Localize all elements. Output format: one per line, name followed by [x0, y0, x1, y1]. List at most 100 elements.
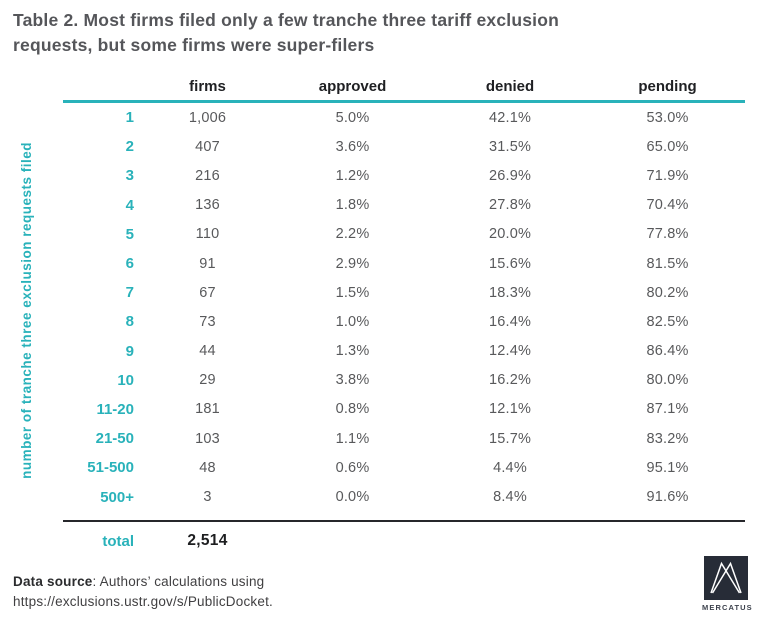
cell-firms: 407 — [195, 138, 220, 155]
table-total-row: total 2,514 — [63, 527, 745, 555]
cell-approved: 0.0% — [335, 489, 370, 506]
row-axis-label: number of tranche three exclusion reques… — [18, 141, 34, 479]
cell-approved: 1.0% — [335, 313, 370, 330]
row-label: 2 — [125, 138, 134, 156]
total-rule — [63, 520, 745, 522]
header-cell-spacer — [63, 78, 140, 95]
cell-denied: 18.3% — [488, 284, 532, 301]
cell-denied: 12.4% — [488, 343, 532, 360]
cell-approved: 3.8% — [335, 372, 370, 389]
cell-pending: 95.1% — [646, 459, 689, 476]
table-row: 51-500 48 0.6% 4.4% 95.1% — [63, 453, 745, 482]
figure-title-line1: Table 2. Most firms filed only a few tra… — [13, 10, 559, 30]
cell-pending: 71.9% — [646, 167, 689, 184]
cell-denied: 15.6% — [488, 255, 532, 272]
table-row: 6 91 2.9% 15.6% 81.5% — [63, 249, 745, 278]
table-row: 500+ 3 0.0% 8.4% 91.6% — [63, 482, 745, 511]
cell-pending: 91.6% — [646, 489, 689, 506]
row-label: 8 — [125, 313, 134, 331]
header-cell-pending: pending — [638, 78, 697, 95]
table-row: 8 73 1.0% 16.4% 82.5% — [63, 307, 745, 336]
row-label: 500+ — [100, 488, 134, 506]
table-row: 10 29 3.8% 16.2% 80.0% — [63, 366, 745, 395]
cell-denied: 42.1% — [488, 109, 532, 126]
cell-firms: 1,006 — [188, 109, 227, 126]
cell-firms: 48 — [199, 459, 216, 476]
cell-denied: 16.2% — [488, 372, 532, 389]
cell-approved: 1.8% — [335, 197, 370, 214]
row-label: 7 — [125, 284, 134, 302]
row-label: 1 — [125, 109, 134, 127]
cell-firms: 181 — [195, 401, 220, 418]
row-label: 5 — [125, 225, 134, 243]
figure-title: Table 2. Most firms filed only a few tra… — [13, 8, 559, 58]
cell-firms: 136 — [195, 197, 220, 214]
table-row: 4 136 1.8% 27.8% 70.4% — [63, 191, 745, 220]
cell-pending: 81.5% — [646, 255, 689, 272]
cell-pending: 80.2% — [646, 284, 689, 301]
cell-pending: 70.4% — [646, 197, 689, 214]
cell-firms: 103 — [195, 430, 220, 447]
cell-approved: 2.9% — [335, 255, 370, 272]
cell-pending: 65.0% — [646, 138, 689, 155]
cell-firms: 67 — [199, 284, 216, 301]
cell-firms: 3 — [203, 489, 212, 506]
cell-approved: 0.6% — [335, 459, 370, 476]
figure-title-line2: requests, but some firms were super-file… — [13, 35, 375, 55]
table-row: 9 44 1.3% 12.4% 86.4% — [63, 337, 745, 366]
cell-denied: 27.8% — [488, 197, 532, 214]
cell-approved: 0.8% — [335, 401, 370, 418]
cell-pending: 87.1% — [646, 401, 689, 418]
cell-denied: 4.4% — [493, 459, 527, 476]
table-row: 2 407 3.6% 31.5% 65.0% — [63, 132, 745, 161]
cell-approved: 1.1% — [335, 430, 370, 447]
data-source-line1: Data source: Authors’ calculations using — [13, 572, 273, 592]
mercatus-logo-text: MERCATUS — [702, 603, 753, 612]
cell-approved: 1.5% — [335, 284, 370, 301]
row-label: 21-50 — [95, 430, 134, 448]
cell-approved: 3.6% — [335, 138, 370, 155]
row-label: 11-20 — [96, 400, 134, 418]
cell-denied: 15.7% — [488, 430, 532, 447]
cell-denied: 8.4% — [493, 489, 527, 506]
cell-denied: 31.5% — [488, 138, 532, 155]
cell-pending: 86.4% — [646, 343, 689, 360]
cell-pending: 80.0% — [646, 372, 689, 389]
row-label: 3 — [125, 167, 134, 185]
cell-firms: 73 — [199, 313, 216, 330]
cell-pending: 82.5% — [646, 313, 689, 330]
header-cell-denied: denied — [485, 78, 535, 95]
cell-approved: 5.0% — [335, 109, 370, 126]
cell-denied: 12.1% — [488, 401, 532, 418]
data-source-text: : Authors’ calculations using — [92, 574, 265, 589]
cell-approved: 2.2% — [335, 226, 370, 243]
total-label: total — [102, 532, 134, 550]
mercatus-logo: MERCATUS — [702, 556, 753, 612]
row-label: 4 — [125, 196, 134, 214]
row-label: 6 — [125, 255, 134, 273]
cell-denied: 16.4% — [488, 313, 532, 330]
row-label: 9 — [125, 342, 134, 360]
header-cell-firms: firms — [189, 78, 226, 95]
table-row: 1 1,006 5.0% 42.1% 53.0% — [63, 103, 745, 132]
cell-firms: 110 — [195, 226, 220, 243]
cell-firms: 216 — [195, 167, 220, 184]
table-row: 21-50 103 1.1% 15.7% 83.2% — [63, 424, 745, 453]
data-source-note: Data source: Authors’ calculations using… — [13, 572, 273, 612]
cell-pending: 77.8% — [646, 226, 689, 243]
header-rule — [63, 100, 745, 103]
cell-pending: 53.0% — [646, 109, 689, 126]
table-header-row: firms approved denied pending — [63, 78, 745, 95]
row-label: 51-500 — [87, 459, 134, 477]
header-cell-approved: approved — [318, 78, 387, 95]
cell-firms: 91 — [199, 255, 216, 272]
table-row: 11-20 181 0.8% 12.1% 87.1% — [63, 395, 745, 424]
table-row: 3 216 1.2% 26.9% 71.9% — [63, 161, 745, 190]
row-label: 10 — [117, 371, 134, 389]
cell-denied: 20.0% — [488, 226, 532, 243]
data-source-label: Data source — [13, 574, 93, 589]
cell-firms: 29 — [199, 372, 216, 389]
table-body: 1 1,006 5.0% 42.1% 53.0% 2 407 3.6% 31.5% 65.0% 3 2… — [63, 103, 745, 512]
cell-pending: 83.2% — [646, 430, 689, 447]
